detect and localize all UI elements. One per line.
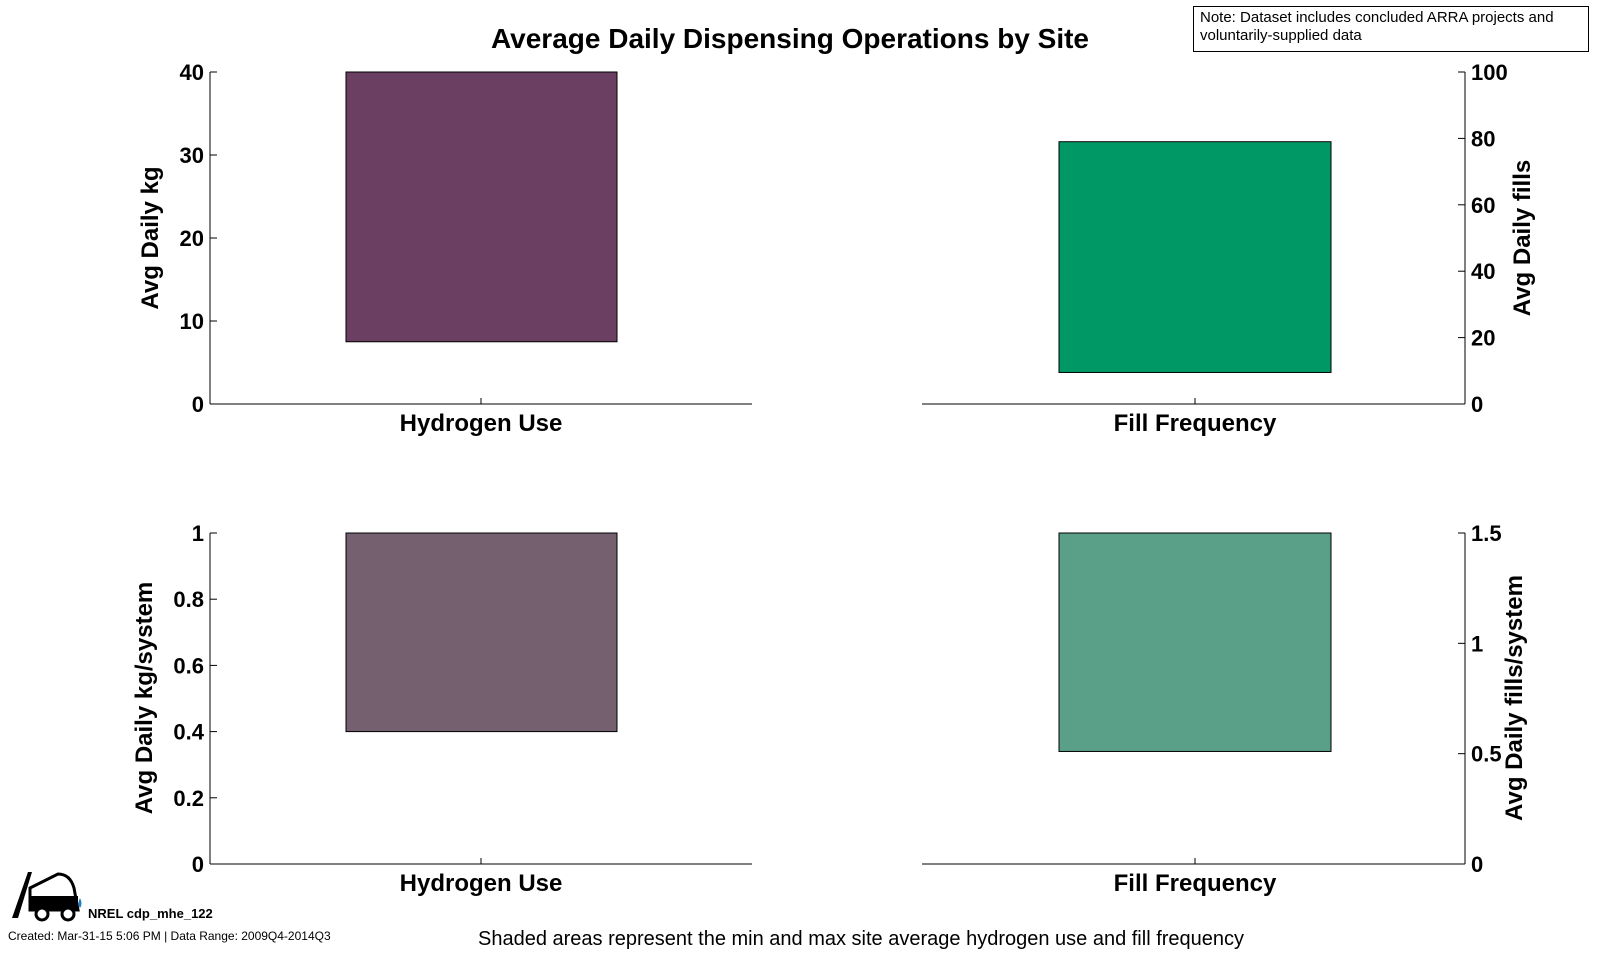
footer-caption: Shaded areas represent the min and max s… — [478, 928, 1245, 950]
y-tick-label: 0.8 — [173, 587, 204, 612]
panel-top-left: 0 10 20 30 40 Hydrogen Use Avg Daily kg — [137, 60, 752, 437]
y-tick-label: 40 — [1471, 259, 1495, 284]
range-bar — [1058, 141, 1332, 373]
y-tick-label: 1 — [192, 521, 204, 546]
category-label: Fill Frequency — [1114, 870, 1277, 897]
y-tick-label: 40 — [180, 60, 204, 85]
y-axis-label: Avg Daily kg/system — [131, 582, 158, 815]
y-tick-label: 0 — [1471, 392, 1483, 417]
category-label: Hydrogen Use — [400, 410, 563, 437]
dataset-note: Note: Dataset includes concluded ARRA pr… — [1193, 6, 1589, 52]
y-axis-label: Avg Daily fills — [1509, 160, 1536, 317]
y-tick-label: 0.2 — [173, 786, 204, 811]
y-tick-label: 10 — [180, 309, 204, 334]
footer-created: Created: Mar-31-15 5:06 PM | Data Range:… — [8, 929, 331, 943]
y-tick-label: 20 — [1471, 326, 1495, 351]
y-tick-label: 0 — [192, 392, 204, 417]
range-bar — [345, 71, 618, 343]
chart-title: Average Daily Dispensing Operations by S… — [491, 23, 1089, 54]
y-tick-label: 30 — [180, 143, 204, 168]
y-axis-label: Avg Daily fills/system — [1501, 575, 1528, 821]
y-axis-label: Avg Daily kg — [137, 166, 164, 309]
y-tick-label: 0 — [192, 852, 204, 877]
range-bar — [345, 532, 618, 733]
y-tick-label: 0 — [1471, 852, 1483, 877]
forklift-icon — [12, 872, 82, 922]
y-tick-label: 80 — [1471, 126, 1495, 151]
category-label: Hydrogen Use — [400, 870, 563, 897]
panel-bottom-left: 0 0.2 0.4 0.6 0.8 1 Hydrogen Use Avg Daily kg/s… — [131, 521, 752, 897]
panel-bottom-right: 0 0.5 1 1.5 Fill Frequency Avg Daily fills/sy… — [922, 521, 1528, 897]
panel-top-right: 0 20 40 60 80 100 Fill Frequency Avg Daily fill… — [922, 60, 1536, 437]
y-tick-label: 0.5 — [1471, 742, 1502, 767]
y-tick-label: 0.6 — [173, 653, 204, 678]
y-tick-label: 60 — [1471, 193, 1495, 218]
y-tick-label: 0.4 — [173, 720, 204, 745]
y-tick-label: 1.5 — [1471, 521, 1502, 546]
range-bar — [1058, 532, 1332, 752]
y-tick-label: 20 — [180, 226, 204, 251]
y-tick-label: 100 — [1471, 60, 1508, 85]
footer-id: NREL cdp_mhe_122 — [88, 906, 213, 921]
category-label: Fill Frequency — [1114, 410, 1277, 437]
y-tick-label: 1 — [1471, 631, 1483, 656]
